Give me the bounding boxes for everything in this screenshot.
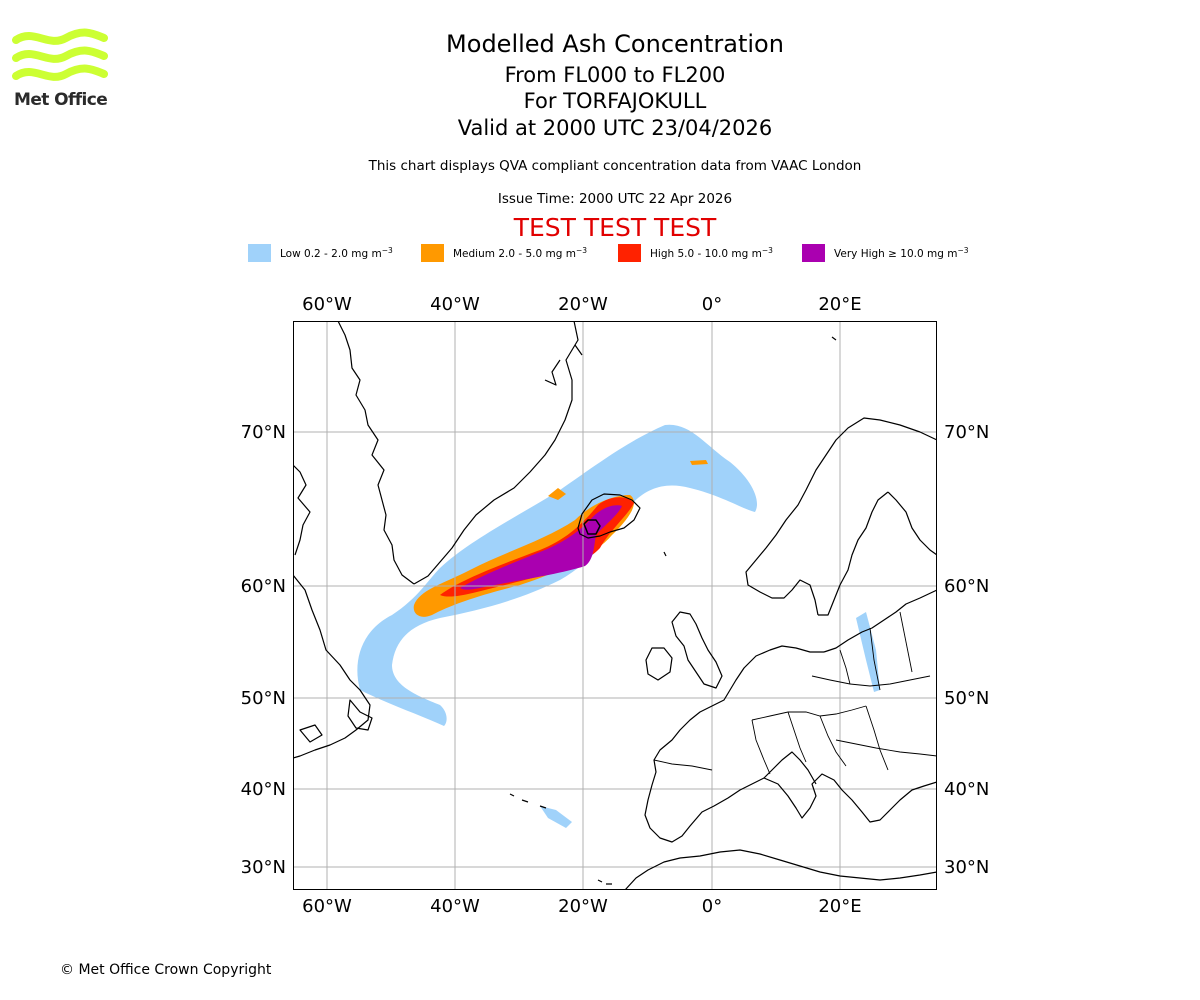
border-segment (839, 649, 851, 685)
coast-newfoundland (347, 699, 373, 731)
graticule (293, 321, 937, 890)
coast-greenland-west (337, 321, 415, 585)
border-segment (787, 711, 807, 763)
legend-label-very-high: Very High ≥ 10.0 mg m (834, 248, 958, 260)
lon-label-top: 20°W (558, 294, 608, 315)
volcano-name: For TORFAJOKULL (523, 89, 707, 113)
lon-label-top: 20°E (818, 294, 861, 315)
coast-canaries (597, 879, 612, 885)
lon-label-bottom: 40°W (430, 896, 480, 917)
lat-labels-right: 70°N 60°N 50°N 40°N 30°N (944, 422, 989, 878)
border-segment (869, 627, 881, 691)
country-borders (653, 611, 937, 775)
ash-plume-low (357, 424, 758, 726)
coast-italy (763, 751, 817, 785)
lat-label-right: 30°N (944, 857, 989, 878)
legend-swatch-high (618, 244, 641, 262)
logo-text: Met Office (14, 90, 108, 110)
ash-plume-low-pocket (540, 806, 572, 828)
legend-swatch-low (248, 244, 271, 262)
legend-exp-low: −3 (381, 246, 393, 255)
legend-exp-very-high: −3 (957, 246, 969, 255)
legend-exp-high: −3 (761, 246, 773, 255)
map-frame (293, 321, 937, 890)
lon-label-top: 0° (702, 294, 722, 315)
chart-title: Modelled Ash Concentration (446, 30, 784, 58)
ash-plume-medium-pocket (548, 488, 566, 500)
border-segment (899, 611, 913, 673)
coast-europe-continent (644, 645, 937, 843)
lon-label-top: 60°W (302, 294, 352, 315)
border-segment (751, 719, 771, 775)
lat-label-right: 40°N (944, 779, 989, 800)
border-segment (865, 705, 889, 771)
legend-swatch-medium (421, 244, 444, 262)
lon-label-bottom: 20°W (558, 896, 608, 917)
flight-level-range: From FL000 to FL200 (504, 63, 726, 87)
legend-label-high: High 5.0 - 10.0 mg m (650, 248, 762, 260)
coast-africa (624, 849, 937, 890)
coast-sweden (818, 491, 889, 616)
border-segment (811, 675, 931, 687)
border-segment (751, 705, 867, 721)
lat-label-right: 60°N (944, 576, 989, 597)
ash-plume-low-pocket (856, 612, 880, 692)
lon-labels-top: 60°W 40°W 20°W 0° 20°E (302, 294, 861, 315)
border-segment (819, 715, 847, 767)
coast-baltic (823, 589, 937, 653)
coast-iceland (577, 493, 641, 539)
lon-labels-bottom: 60°W 40°W 20°W 0° 20°E (302, 896, 861, 917)
coast-labrador (293, 464, 371, 759)
coast-nova-scotia (299, 724, 323, 743)
lat-label-left: 70°N (241, 422, 286, 443)
coast-azores (509, 793, 547, 809)
coast-faroes (663, 551, 667, 557)
coastlines (293, 321, 937, 890)
ash-plume-very-high (460, 505, 622, 590)
copyright-notice: © Met Office Crown Copyright (60, 962, 272, 978)
lat-label-left: 50°N (241, 688, 286, 709)
lon-label-bottom: 0° (702, 896, 722, 917)
coast-ireland (645, 647, 673, 681)
coast-greenland-detail (544, 344, 583, 386)
ash-plume-medium-pocket (690, 460, 708, 465)
lat-label-left: 40°N (241, 779, 286, 800)
lon-label-top: 40°W (430, 294, 480, 315)
coast-norway (745, 417, 937, 616)
border-segment (835, 739, 937, 757)
lon-label-bottom: 60°W (302, 896, 352, 917)
lat-label-left: 60°N (241, 576, 286, 597)
volcano-marker (583, 519, 601, 535)
coast-svalbard-hint (831, 336, 837, 341)
disclaimer-text: This chart displays QVA compliant concen… (368, 158, 862, 174)
valid-time: Valid at 2000 UTC 23/04/2026 (457, 116, 773, 140)
legend-exp-medium: −3 (575, 246, 588, 255)
lat-labels-left: 70°N 60°N 50°N 40°N 30°N (241, 422, 286, 878)
met-office-wave-icon (12, 28, 108, 81)
coast-greenland-east (413, 321, 579, 585)
lat-label-right: 70°N (944, 422, 989, 443)
legend-label-low: Low 0.2 - 2.0 mg m (280, 248, 382, 260)
legend-swatch-very-high (802, 244, 825, 262)
border-segment (653, 759, 713, 771)
test-banner: TEST TEST TEST (513, 213, 717, 242)
coast-finland (887, 491, 937, 556)
coast-uk (671, 611, 723, 689)
lat-label-left: 30°N (241, 857, 286, 878)
met-office-logo: Met Office (12, 28, 112, 114)
lat-label-right: 50°N (944, 688, 989, 709)
legend-label-medium: Medium 2.0 - 5.0 mg m (453, 248, 576, 260)
lon-label-bottom: 20°E (818, 896, 861, 917)
issue-time: Issue Time: 2000 UTC 22 Apr 2026 (497, 191, 733, 207)
